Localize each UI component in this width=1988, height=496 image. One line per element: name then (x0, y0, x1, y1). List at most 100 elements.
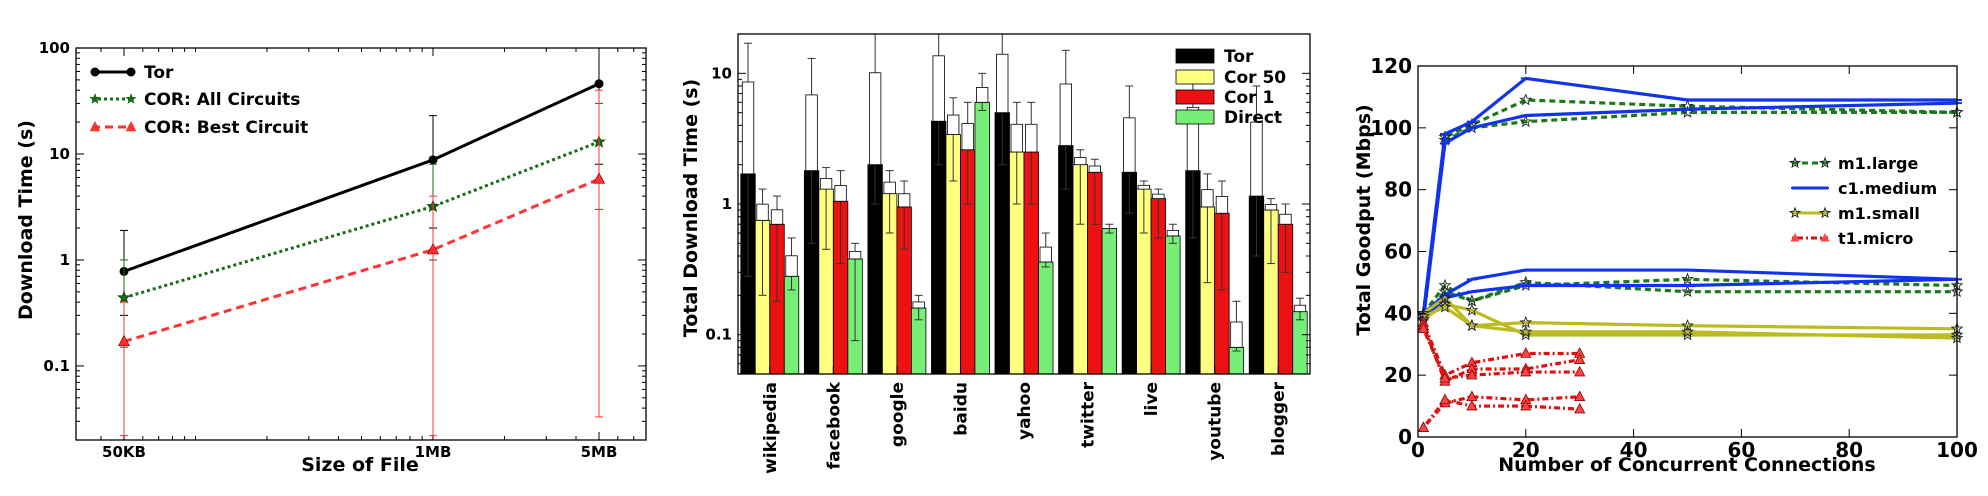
c2-legend-swatch (1175, 69, 1215, 85)
c3-legend-label: c1.medium (1838, 179, 1937, 198)
c3-data-point (1465, 294, 1479, 307)
c3-ylabel: Total Goodput (Mbps) (1353, 104, 1375, 335)
c3-data-point (1438, 278, 1452, 292)
c3-data-point (1519, 325, 1533, 338)
c3-ytick-label: 100 (1370, 116, 1412, 140)
c2-xtick-label: google (888, 382, 908, 447)
c2-variance-box (756, 203, 769, 221)
c3-ytick-label: 60 (1384, 240, 1412, 264)
c1-legend-marker (125, 93, 137, 104)
c3-data-point (1519, 114, 1533, 128)
c3-legend-marker (1788, 156, 1802, 169)
c1-data-point (426, 242, 440, 255)
c3-data-point (1465, 303, 1479, 316)
c2-legend-swatch (1175, 89, 1215, 105)
c2-variance-box (1186, 106, 1200, 172)
c2-ytick-label: 1 (722, 195, 732, 213)
c1-series-line-cor-best-circuit (123, 177, 600, 343)
c2-variance-box (1088, 165, 1101, 173)
c1-data-point (117, 334, 131, 347)
c2-legend-label: Cor 1 (1224, 88, 1274, 108)
c2-variance-box (996, 53, 1009, 114)
c1-series-line-tor (123, 82, 600, 273)
c2-xtick-label: live (1142, 382, 1162, 416)
c2-legend-swatch (1175, 109, 1215, 125)
c1-plot-frame (75, 47, 647, 441)
c1-xtick-label: 5MB (581, 443, 618, 461)
c3-data-point (1574, 402, 1586, 414)
c1-ylabel: Download Time (s) (15, 120, 37, 320)
c2-xtick-label: facebook (824, 381, 844, 469)
c2-variance-box (961, 123, 974, 151)
c1-series-line-cor-all-circuits (123, 140, 600, 300)
c3-ytick-label: 20 (1384, 363, 1412, 387)
c3-data-point (1520, 347, 1532, 358)
c2-bar-direct (1038, 261, 1054, 375)
c3-series-line-c1-medium (1421, 101, 1958, 320)
c1-legend-marker (126, 67, 136, 77)
c3-xtick-label: 20 (1512, 438, 1540, 462)
c1-data-point (428, 155, 438, 165)
c2-variance-box (1264, 204, 1278, 211)
c1-ytick-label: 0.1 (43, 357, 70, 375)
c3-data-point (1466, 399, 1478, 411)
chart-goodput-vs-connections: Number of Concurrent Connections Total G… (1353, 54, 1978, 476)
c3-data-point (1574, 365, 1586, 377)
c3-data-point (1681, 284, 1694, 298)
c3-legend-label: m1.large (1838, 154, 1919, 173)
c3-xlabel: Number of Concurrent Connections (1498, 454, 1875, 476)
c3-data-point (1519, 93, 1533, 106)
c2-xtick-label: wikipedia (761, 382, 781, 474)
c1-ytick-label: 100 (39, 39, 70, 57)
c2-variance-box (947, 114, 960, 135)
c2-bar-direct (974, 101, 990, 375)
c2-variance-box (741, 81, 755, 175)
c2-ytick-label: 0.1 (705, 326, 732, 344)
c2-variance-box (834, 185, 847, 202)
c2-variance-box (1137, 184, 1151, 190)
c3-ytick-label: 120 (1370, 54, 1412, 78)
c2-variance-box (805, 94, 818, 172)
c3-data-point (1520, 399, 1532, 411)
c2-variance-box (770, 209, 784, 225)
c2-variance-box (819, 178, 833, 190)
c3-ytick-label: 40 (1384, 301, 1412, 325)
c2-variance-box (883, 181, 896, 195)
c2-bar-direct (783, 275, 800, 375)
c2-variance-box (1074, 157, 1087, 166)
c2-variance-box (932, 55, 945, 122)
c2-variance-box (1010, 123, 1023, 153)
chart-total-download-time: Total Download Time (s) 0.1 1 10 wikipedia f… (680, 33, 1311, 474)
c1-data-point (592, 172, 606, 184)
c2-variance-box (976, 87, 989, 103)
c2-variance-box (1230, 321, 1243, 348)
c2-variance-box (1201, 189, 1214, 208)
c2-xtick-label: twitter (1079, 381, 1099, 447)
c2-xtick-label: yahoo (1015, 382, 1035, 440)
c3-data-point (1681, 272, 1694, 285)
c2-xtick-label: baidu (951, 382, 971, 436)
c3-legend-marker (1820, 233, 1830, 242)
c3-data-point (1417, 322, 1430, 334)
c3-series-line-m1-large (1422, 280, 1957, 321)
c3-xtick-label: 100 (1936, 438, 1978, 462)
c2-variance-box (1250, 121, 1263, 197)
c2-ylabel: Total Download Time (s) (680, 79, 702, 337)
c2-variance-box (1039, 246, 1052, 263)
c3-legend-marker (1788, 206, 1802, 219)
c3-data-point (1681, 325, 1694, 338)
c1-xlabel: Size of File (301, 454, 419, 476)
c1-legend-marker (125, 121, 137, 132)
c3-xtick-label: 60 (1727, 438, 1755, 462)
c2-variance-box (1059, 83, 1072, 146)
c3-data-point (1519, 315, 1533, 329)
c2-variance-box (912, 301, 925, 309)
c2-variance-box (1166, 229, 1180, 237)
c1-legend-marker (90, 67, 100, 77)
c1-data-point (117, 290, 131, 304)
c2-variance-box (848, 250, 862, 260)
c2-xtick-label: youtube (1206, 382, 1226, 461)
c1-legend-label: COR: Best Circuit (144, 118, 308, 138)
c3-legend-marker (1818, 156, 1832, 169)
c2-variance-box (785, 255, 798, 277)
